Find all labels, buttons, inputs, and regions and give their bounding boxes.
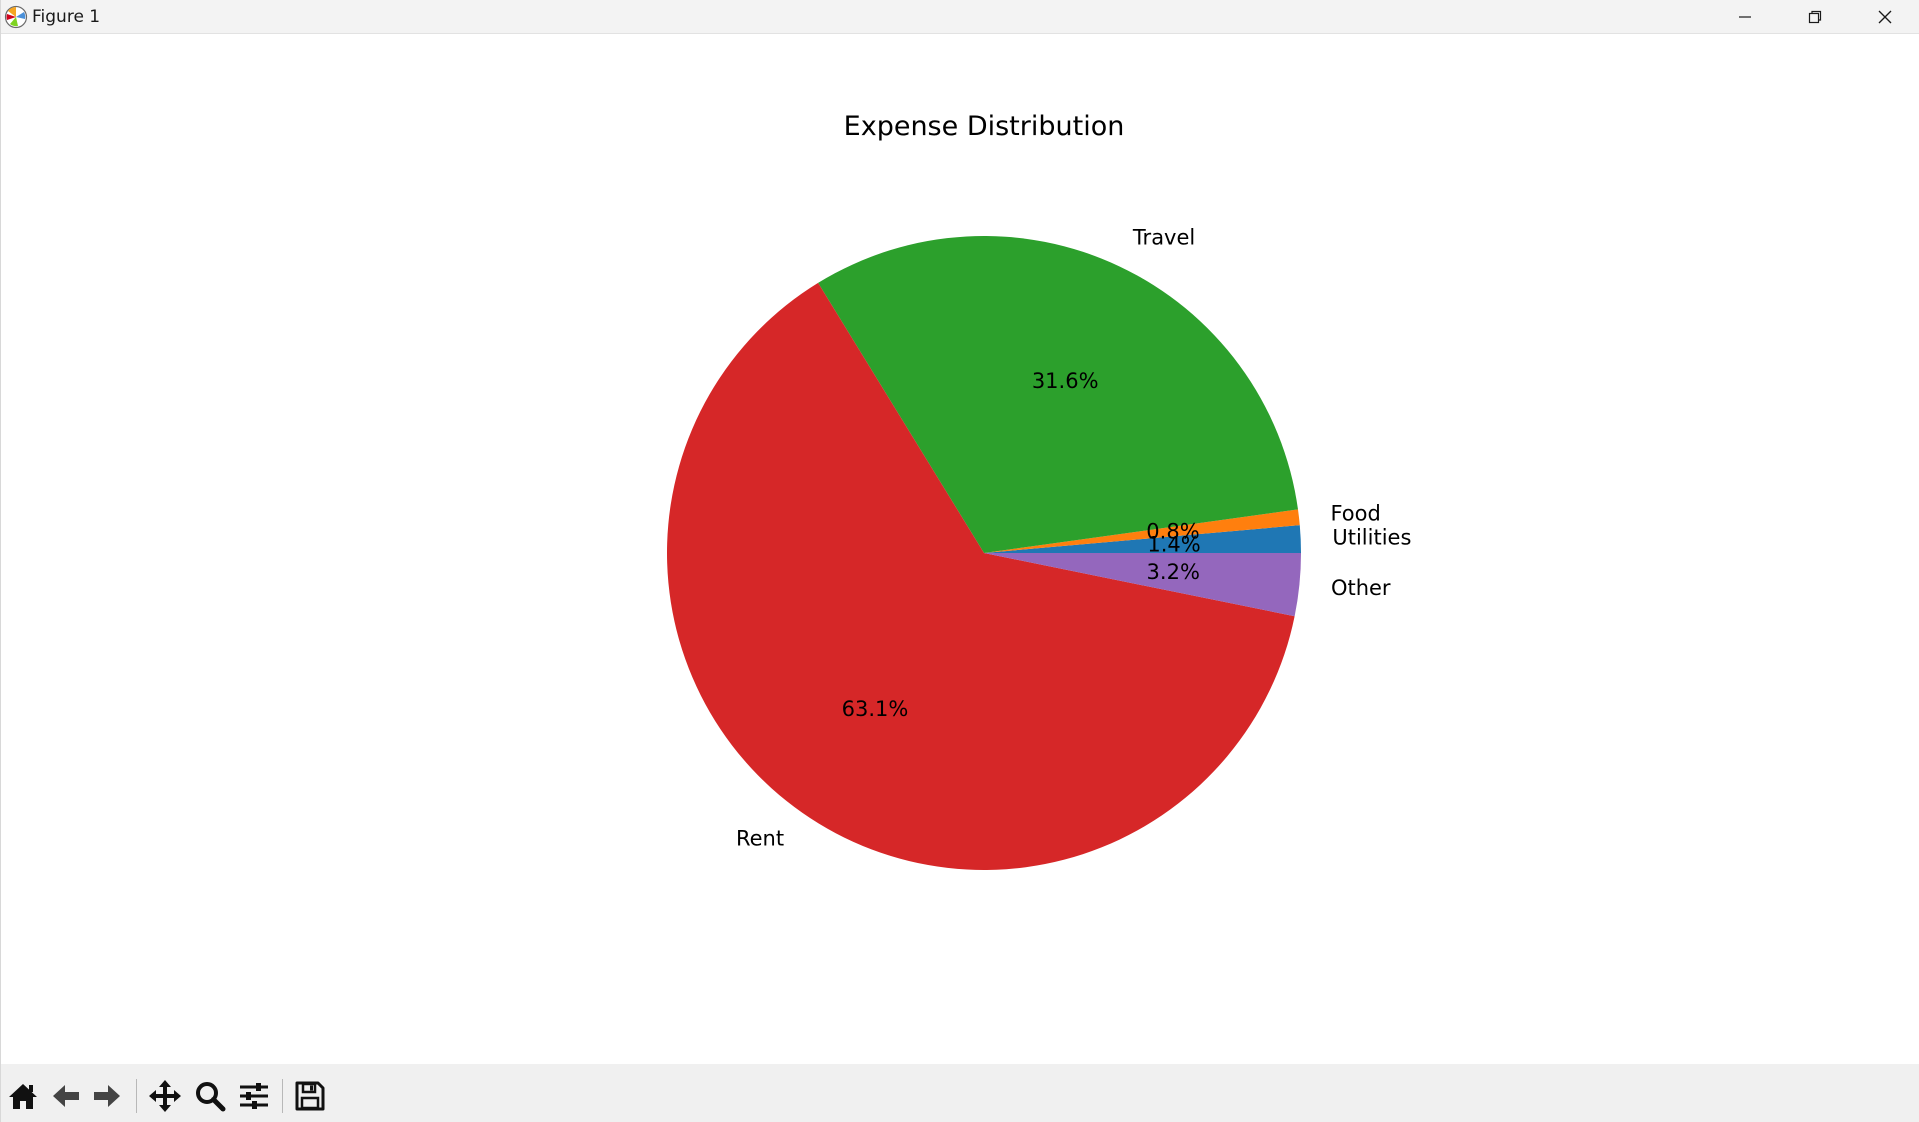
toolbar-separator: [282, 1079, 283, 1113]
pan-icon: [149, 1080, 181, 1112]
forward-icon: [94, 1085, 120, 1107]
pan-button[interactable]: [147, 1078, 183, 1114]
slice-label-utilities: Utilities: [1332, 526, 1411, 550]
back-button[interactable]: [48, 1078, 84, 1114]
slice-pct-label-travel: 31.6%: [1032, 369, 1099, 393]
save-icon: [295, 1081, 325, 1111]
figure-canvas[interactable]: Expense Distribution Utilities 1.4% Food 0.…: [1, 34, 1919, 1064]
zoom-icon: [196, 1082, 226, 1112]
toolbar-separator: [136, 1079, 137, 1113]
home-icon: [9, 1084, 37, 1109]
minimize-icon: [1739, 16, 1751, 18]
back-icon: [53, 1085, 79, 1107]
slice-label-other: Other: [1331, 576, 1391, 600]
close-icon: [1878, 10, 1892, 24]
forward-button[interactable]: [89, 1078, 125, 1114]
window-title: Figure 1: [32, 7, 101, 27]
slice-pct-label-rent: 63.1%: [842, 697, 909, 721]
slice-pct-label-utilities: 1.4%: [1147, 533, 1200, 557]
slice-label-travel: Travel: [1132, 226, 1195, 250]
slice-pct-label-food: 0.8%: [1146, 520, 1199, 544]
zoom-button[interactable]: [192, 1078, 228, 1114]
slice-label-food: Food: [1330, 502, 1380, 526]
pie-slice-other: [984, 553, 1301, 617]
restore-icon: [1808, 10, 1822, 24]
slice-label-rent: Rent: [736, 827, 784, 851]
close-button[interactable]: [1850, 0, 1919, 34]
configure-subplots-icon: [240, 1083, 268, 1109]
restore-button[interactable]: [1780, 0, 1850, 34]
navigation-toolbar: [1, 1064, 1919, 1122]
matplotlib-app-icon: [4, 5, 28, 29]
configure-subplots-button[interactable]: [236, 1078, 272, 1114]
slice-pct-label-other: 3.2%: [1147, 560, 1200, 584]
minimize-button[interactable]: [1710, 0, 1780, 34]
home-button[interactable]: [5, 1078, 41, 1114]
title-bar[interactable]: Figure 1: [1, 0, 1919, 34]
pie-slice-travel: [818, 236, 1298, 553]
chart-title: Expense Distribution: [844, 111, 1125, 142]
pie-slice-utilities: [984, 525, 1301, 553]
pie-slice-rent: [667, 282, 1295, 870]
pie-slice-food: [984, 509, 1300, 553]
pie-chart: Expense Distribution Utilities 1.4% Food 0.…: [667, 111, 1411, 870]
save-button[interactable]: [292, 1078, 328, 1114]
